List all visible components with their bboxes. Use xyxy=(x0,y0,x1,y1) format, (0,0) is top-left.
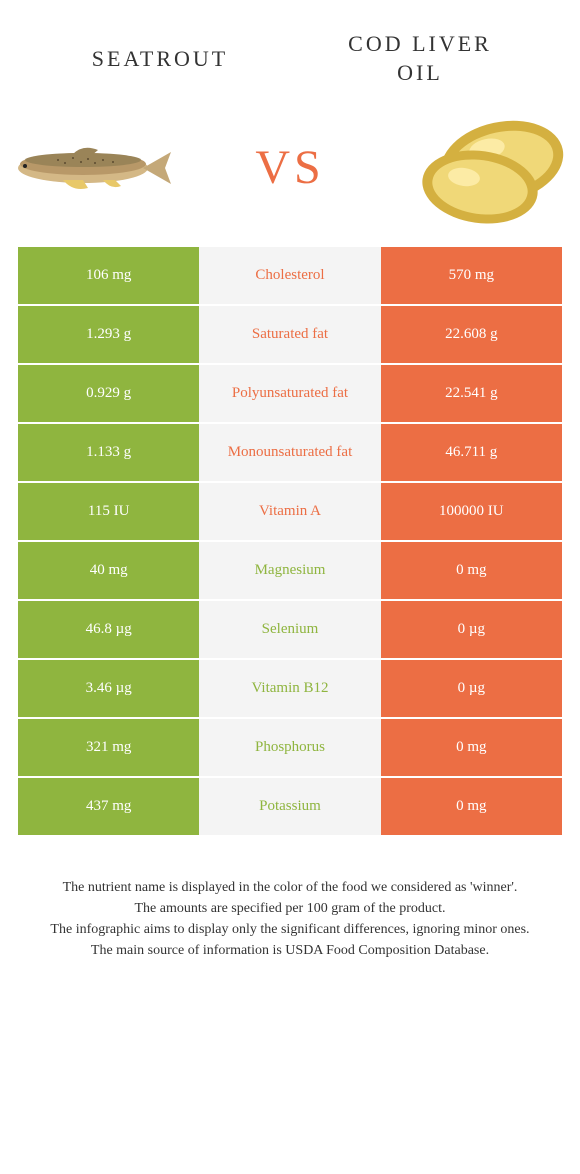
right-value-cell: 46.711 g xyxy=(381,424,562,481)
right-value-cell: 0 mg xyxy=(381,719,562,776)
nutrient-name-cell: Magnesium xyxy=(199,542,380,599)
right-food-title: COD LIVEROIL xyxy=(290,30,550,87)
nutrient-name-cell: Vitamin B12 xyxy=(199,660,380,717)
nutrient-name-cell: Monounsaturated fat xyxy=(199,424,380,481)
right-value-cell: 0 µg xyxy=(381,660,562,717)
left-food-title: SEATROUT xyxy=(30,46,290,72)
footer-line: The infographic aims to display only the… xyxy=(30,919,550,940)
footer-line: The nutrient name is displayed in the co… xyxy=(30,877,550,898)
left-value-cell: 40 mg xyxy=(18,542,199,599)
left-food-image xyxy=(0,117,175,217)
images-row: VS xyxy=(0,97,580,247)
right-food-image xyxy=(405,117,580,217)
nutrient-name-cell: Cholesterol xyxy=(199,247,380,304)
table-row: 40 mgMagnesium0 mg xyxy=(18,542,562,599)
left-value-cell: 46.8 µg xyxy=(18,601,199,658)
table-row: 115 IUVitamin A100000 IU xyxy=(18,483,562,540)
nutrient-table: 106 mgCholesterol570 mg1.293 gSaturated … xyxy=(0,247,580,835)
table-row: 321 mgPhosphorus0 mg xyxy=(18,719,562,776)
right-value-cell: 0 mg xyxy=(381,778,562,835)
left-value-cell: 437 mg xyxy=(18,778,199,835)
table-row: 1.293 gSaturated fat22.608 g xyxy=(18,306,562,363)
nutrient-name-cell: Potassium xyxy=(199,778,380,835)
left-value-cell: 1.293 g xyxy=(18,306,199,363)
infographic-container: SEATROUT COD LIVEROIL VS xyxy=(0,0,580,961)
nutrient-name-cell: Polyunsaturated fat xyxy=(199,365,380,422)
left-value-cell: 3.46 µg xyxy=(18,660,199,717)
fish-icon xyxy=(3,140,173,195)
right-food-title-text: COD LIVEROIL xyxy=(348,31,492,85)
right-value-cell: 0 µg xyxy=(381,601,562,658)
right-value-cell: 22.608 g xyxy=(381,306,562,363)
vs-label: VS xyxy=(255,140,324,195)
right-value-cell: 570 mg xyxy=(381,247,562,304)
footer-line: The main source of information is USDA F… xyxy=(30,940,550,961)
nutrient-name-cell: Vitamin A xyxy=(199,483,380,540)
footer-line: The amounts are specified per 100 gram o… xyxy=(30,898,550,919)
table-row: 437 mgPotassium0 mg xyxy=(18,778,562,835)
left-value-cell: 0.929 g xyxy=(18,365,199,422)
nutrient-name-cell: Phosphorus xyxy=(199,719,380,776)
table-row: 46.8 µgSelenium0 µg xyxy=(18,601,562,658)
right-value-cell: 22.541 g xyxy=(381,365,562,422)
left-value-cell: 115 IU xyxy=(18,483,199,540)
header-row: SEATROUT COD LIVEROIL xyxy=(0,0,580,97)
right-value-cell: 100000 IU xyxy=(381,483,562,540)
left-value-cell: 1.133 g xyxy=(18,424,199,481)
left-value-cell: 106 mg xyxy=(18,247,199,304)
table-row: 106 mgCholesterol570 mg xyxy=(18,247,562,304)
nutrient-name-cell: Selenium xyxy=(199,601,380,658)
table-row: 3.46 µgVitamin B120 µg xyxy=(18,660,562,717)
table-row: 1.133 gMonounsaturated fat46.711 g xyxy=(18,424,562,481)
left-value-cell: 321 mg xyxy=(18,719,199,776)
nutrient-name-cell: Saturated fat xyxy=(199,306,380,363)
capsule-icon xyxy=(412,107,572,227)
table-row: 0.929 gPolyunsaturated fat22.541 g xyxy=(18,365,562,422)
right-value-cell: 0 mg xyxy=(381,542,562,599)
footer-notes: The nutrient name is displayed in the co… xyxy=(0,837,580,961)
